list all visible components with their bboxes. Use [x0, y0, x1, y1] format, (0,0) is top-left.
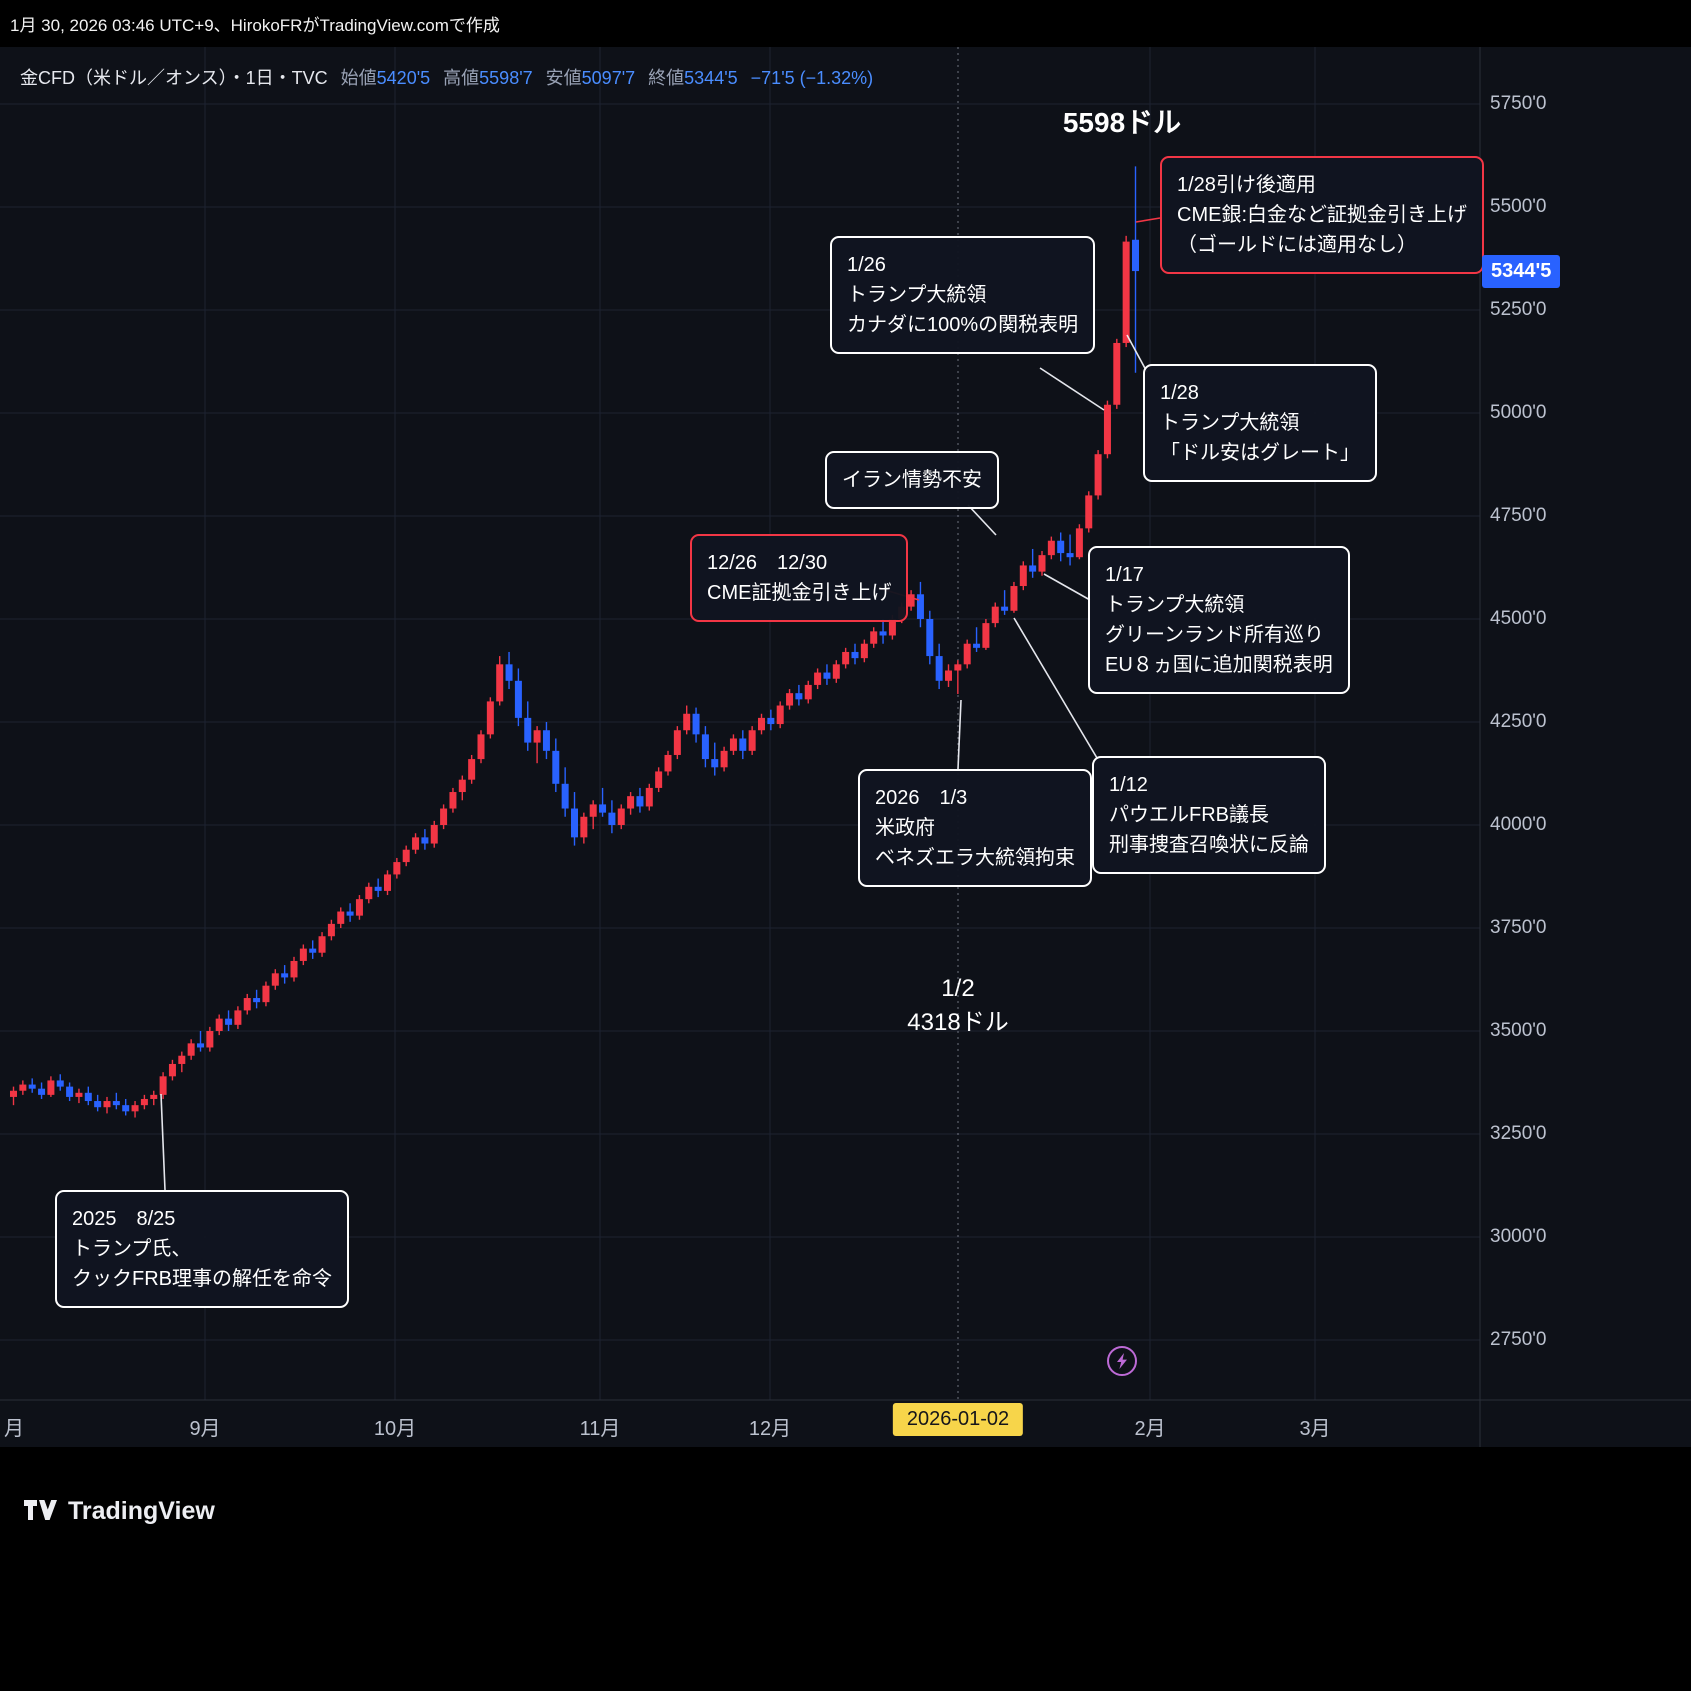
price-axis-label: 4750'0: [1490, 505, 1547, 526]
candles: [10, 166, 1139, 1118]
ohlc-field: 終値5344'5: [648, 68, 738, 88]
symbol-title: 金CFD（米ドル／オンス）・1日・TVC: [20, 68, 328, 88]
callout-cook-frb[interactable]: 2025 8/25 トランプ氏、 クックFRB理事の解任を命令: [55, 1190, 349, 1308]
callout-greenland[interactable]: 1/17 トランプ大統領 グリーンランド所有巡り EU８ヵ国に追加関税表明: [1088, 546, 1350, 694]
time-axis-label: 11月: [579, 1418, 621, 1440]
callout-iran[interactable]: イラン情勢不安: [825, 451, 999, 509]
footer-bar: TradingView: [0, 1447, 1691, 1691]
date-highlight-label[interactable]: 2026-01-02: [892, 1403, 1024, 1436]
price-axis-label: 3250'0: [1490, 1123, 1547, 1144]
ohlc-field: 安値5097'7: [545, 68, 636, 88]
time-axis-label: 月: [4, 1418, 24, 1440]
attribution-text: 1月 30, 2026 03:46 UTC+9、HirokoFRがTrading…: [10, 16, 500, 35]
callout-venezuela[interactable]: 2026 1/3 米政府 ベネズエラ大統領拘束: [858, 769, 1092, 887]
callout-cme-margin[interactable]: 12/26 12/30 CME証拠金引き上げ: [690, 534, 909, 622]
price-axis-label: 5000'0: [1490, 402, 1547, 423]
tradingview-logo-icon: [24, 1499, 57, 1520]
change-value: −71'5 (−1.32%): [750, 68, 874, 88]
price-axis-label: 4000'0: [1490, 814, 1547, 835]
time-axis-label: 9月: [189, 1418, 221, 1440]
tradingview-logo[interactable]: TradingView: [24, 1497, 215, 1526]
ohlc-field: 高値5598'7: [443, 68, 533, 88]
jan2-low-label: 1/2 4318ドル: [907, 975, 1009, 1036]
time-axis-label: 12月: [748, 1418, 792, 1440]
time-axis-label: 10月: [373, 1418, 417, 1440]
callout-powell[interactable]: 1/12 パウエルFRB議長 刑事捜査召喚状に反論: [1092, 756, 1326, 874]
time-axis-label: 2月: [1134, 1418, 1166, 1440]
price-axis-label: 2750'0: [1490, 1329, 1547, 1350]
lightning-marker[interactable]: [1107, 1346, 1137, 1376]
peak-price-label: 5598ドル: [1062, 107, 1182, 138]
tradingview-logo-text: TradingView: [68, 1497, 215, 1525]
time-axis-label: 3月: [1299, 1418, 1331, 1440]
lightning-icon: [1117, 1353, 1127, 1369]
callout-canada-tariff[interactable]: 1/26 トランプ大統領 カナダに100%の関税表明: [830, 236, 1096, 354]
ohlc-field: 始値5420'5: [340, 68, 431, 88]
price-axis-label: 4250'0: [1490, 711, 1547, 732]
symbol-header[interactable]: 金CFD（米ドル／オンス）・1日・TVC 始値5420'5 高値5598'7 安値50…: [20, 64, 873, 90]
price-axis-label: 5500'0: [1490, 196, 1547, 217]
current-price-label: 5344'5: [1482, 255, 1561, 289]
price-axis-label: 4500'0: [1490, 608, 1547, 629]
price-axis-label: 5750'0: [1490, 93, 1547, 114]
price-axis-label: 3000'0: [1490, 1226, 1547, 1247]
callout-dollar-great[interactable]: 1/28 トランプ大統領 「ドル安はグレート」: [1143, 364, 1377, 482]
price-axis-label: 3750'0: [1490, 917, 1547, 938]
callout-cme-silver-margin[interactable]: 1/28引け後適用 CME銀:白金など証拠金引き上げ （ゴールドには適用なし）: [1160, 156, 1484, 274]
price-axis-label: 5250'0: [1490, 299, 1547, 320]
attribution-bar: 1月 30, 2026 03:46 UTC+9、HirokoFRがTrading…: [0, 0, 1691, 47]
price-axis-label: 3500'0: [1490, 1020, 1547, 1041]
